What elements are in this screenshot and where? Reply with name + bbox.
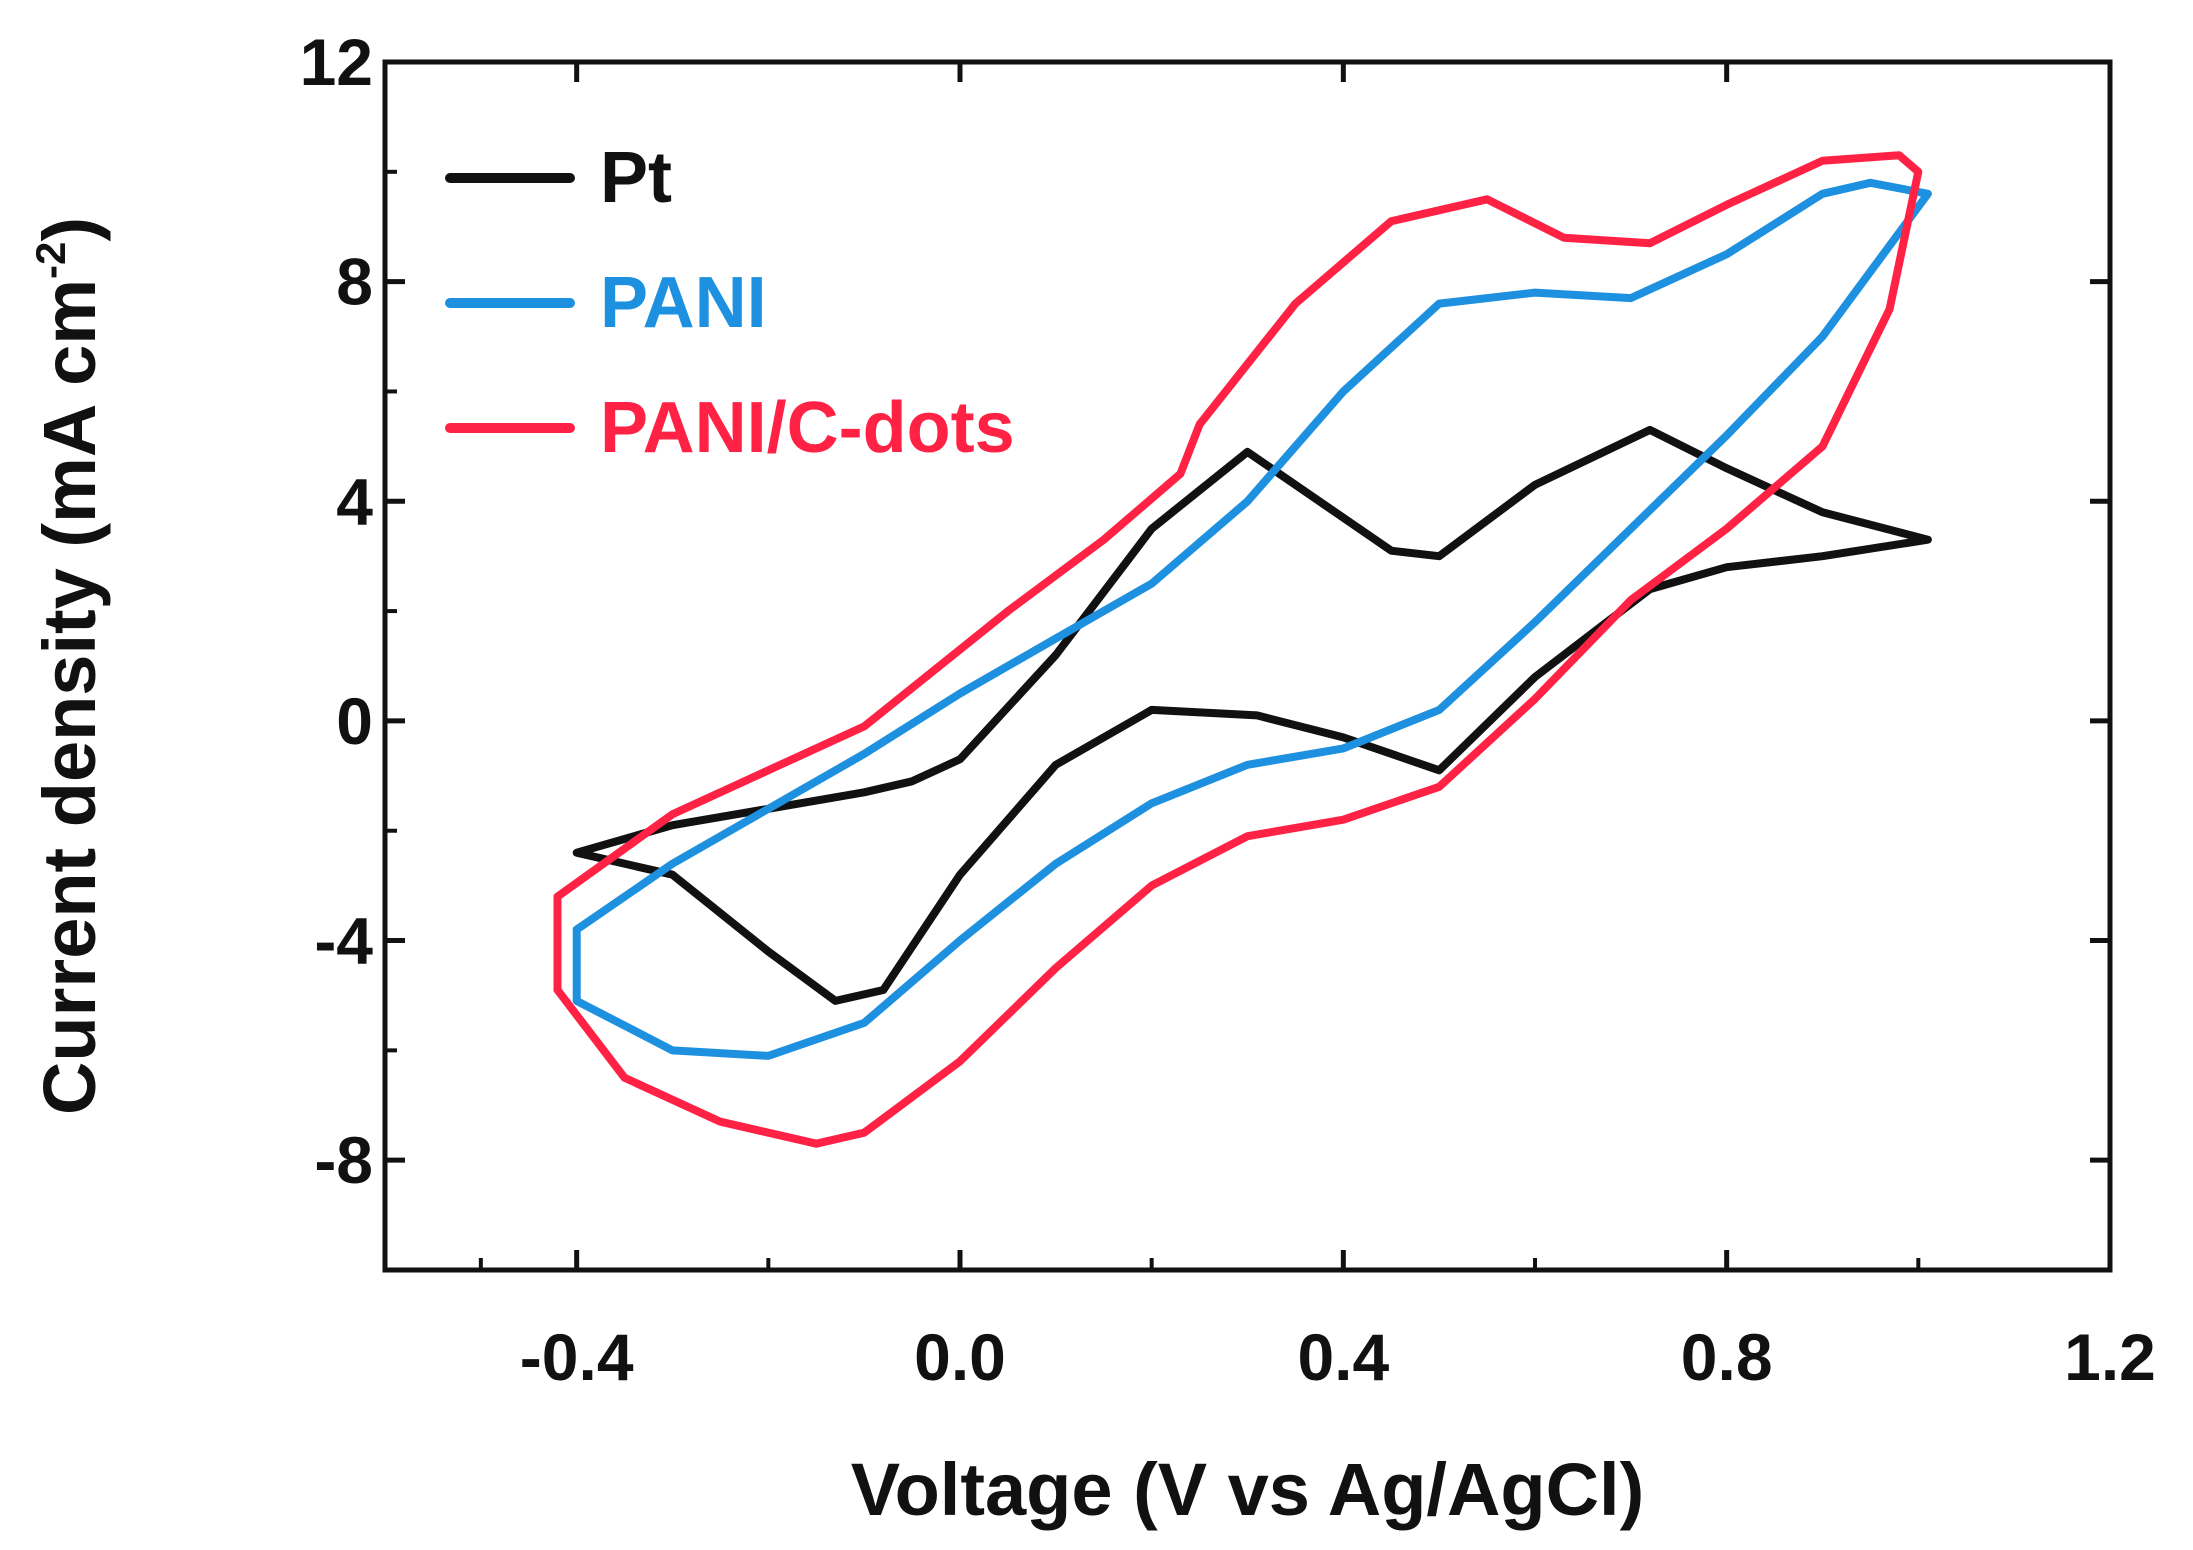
- y-axis-title-superscript: -2: [27, 242, 74, 279]
- x-tick-label-4: 1.2: [2064, 1320, 2156, 1394]
- y-tick-label-4: 8: [336, 245, 373, 319]
- x-tick-label-1: 0.0: [914, 1320, 1006, 1394]
- y-axis-title-main: Current density (mA cm: [28, 279, 111, 1115]
- x-tick-label-3: 0.8: [1681, 1320, 1773, 1394]
- y-tick-label-3: 4: [336, 464, 373, 538]
- y-axis-title: Current density (mA cm-2): [27, 217, 111, 1115]
- series-line-pt: [572, 425, 1932, 1005]
- legend-label-pani-c-dots: PANI/C-dots: [600, 388, 1015, 468]
- x-tick-label-2: 0.4: [1297, 1320, 1389, 1394]
- y-tick-label-0: -8: [314, 1123, 373, 1197]
- plot-frame: [382, 59, 2113, 1273]
- y-tick-label-1: -4: [314, 904, 373, 978]
- axes-group: -0.4 0.0 0.4 0.8 1.2 -8 -4 0 4 8 12: [300, 25, 2156, 1394]
- plot-series-group: [553, 151, 1932, 1148]
- legend-label-pt: Pt: [600, 138, 672, 218]
- series-line-pani: [572, 178, 1932, 1060]
- legend: Pt PANI PANI/C-dots: [445, 138, 1015, 468]
- y-tick-label-2: 0: [336, 684, 373, 758]
- x-tick-label-0: -0.4: [520, 1320, 634, 1394]
- x-axis-title: Voltage (V vs Ag/AgCl): [851, 1448, 1645, 1531]
- y-axis-title-close: ): [28, 217, 111, 242]
- series-line-pani-c-dots: [553, 151, 1923, 1148]
- y-tick-label-5: 12: [300, 25, 373, 99]
- legend-label-pani: PANI: [600, 263, 767, 343]
